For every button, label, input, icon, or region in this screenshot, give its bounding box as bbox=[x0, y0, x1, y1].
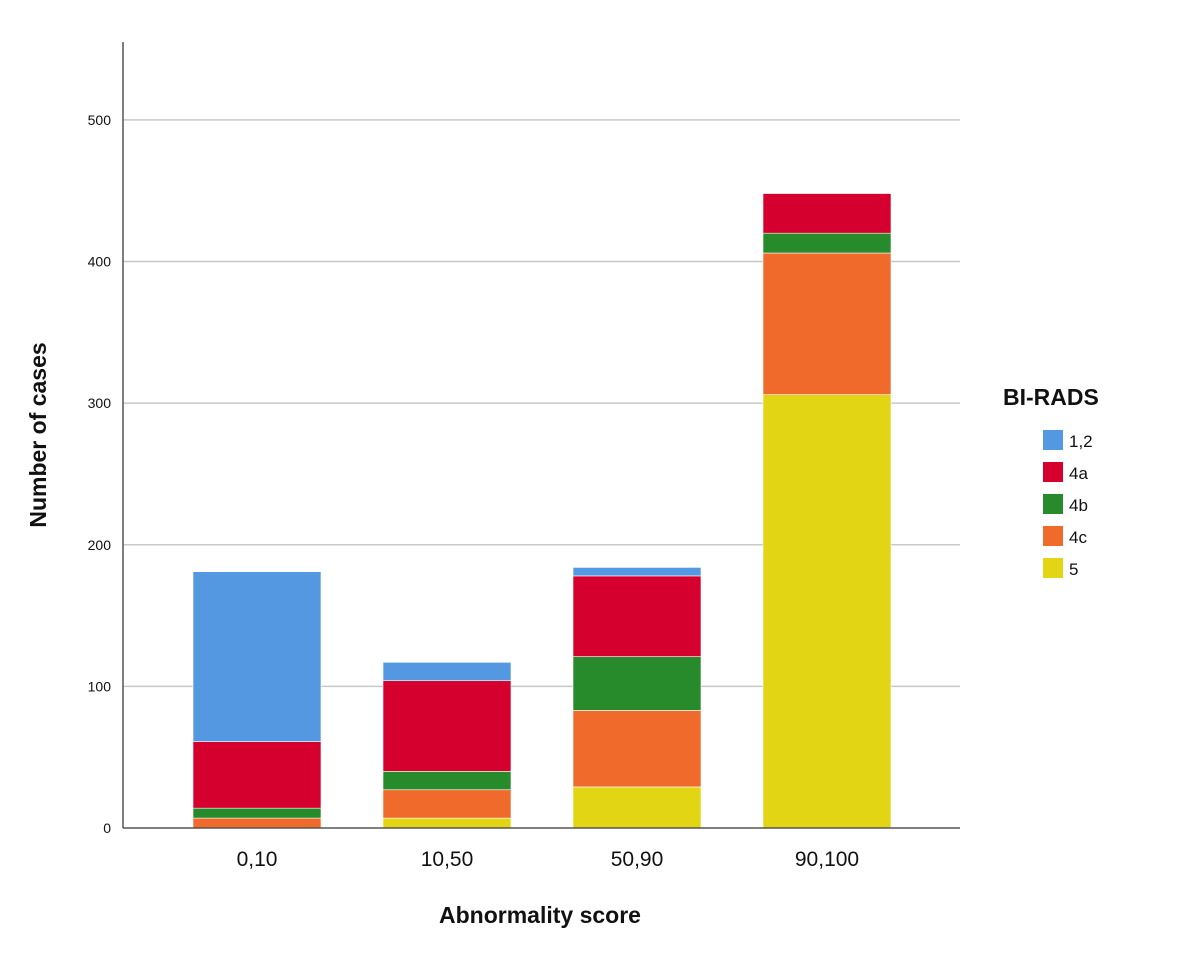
tick-labels: 0 100 200 300 400 500 0,10 10,50 50,90 90,100 bbox=[88, 112, 859, 871]
x-axis-title: Abnormality score bbox=[439, 902, 641, 928]
legend-items: 1,2 4a 4b 4c 5 bbox=[1043, 430, 1093, 579]
legend-item: 4a bbox=[1043, 462, 1088, 483]
legend-title: BI-RADS bbox=[1003, 384, 1099, 410]
legend-swatch bbox=[1043, 462, 1063, 482]
bar-segment bbox=[572, 710, 702, 788]
bar-segment bbox=[382, 817, 512, 829]
bar-segment bbox=[762, 193, 892, 234]
y-tick-label: 400 bbox=[88, 254, 112, 270]
bar-segment bbox=[762, 232, 892, 254]
legend-swatch bbox=[1043, 558, 1063, 578]
x-tick-label: 90,100 bbox=[795, 848, 859, 871]
bar-segment bbox=[382, 771, 512, 791]
bar-segment bbox=[572, 786, 702, 829]
legend-label: 5 bbox=[1069, 560, 1078, 579]
bar-segment bbox=[192, 817, 322, 829]
x-tick-label: 10,50 bbox=[421, 848, 474, 871]
legend-item: 4b bbox=[1043, 494, 1088, 515]
bar-segment bbox=[572, 656, 702, 711]
y-tick-label: 0 bbox=[103, 820, 111, 836]
bar-segment bbox=[382, 789, 512, 819]
bar-segment bbox=[192, 571, 322, 742]
legend-swatch bbox=[1043, 494, 1063, 514]
bar-segment bbox=[382, 680, 512, 772]
bar-segment bbox=[762, 394, 892, 829]
legend-item: 1,2 bbox=[1043, 430, 1093, 451]
bar-segment bbox=[192, 807, 322, 819]
bar-segment bbox=[572, 575, 702, 657]
bars bbox=[192, 193, 892, 829]
y-tick-label: 500 bbox=[88, 112, 112, 128]
bar-segment bbox=[572, 567, 702, 577]
y-tick-label: 100 bbox=[88, 678, 112, 694]
bar-segment bbox=[192, 741, 322, 809]
legend-item: 4c bbox=[1043, 526, 1087, 547]
legend-item: 5 bbox=[1043, 558, 1078, 579]
bar-segment bbox=[382, 662, 512, 682]
y-tick-label: 300 bbox=[88, 395, 112, 411]
legend-label: 4b bbox=[1069, 496, 1088, 515]
x-tick-label: 50,90 bbox=[611, 848, 664, 871]
legend-swatch bbox=[1043, 526, 1063, 546]
axes bbox=[122, 42, 960, 829]
legend-label: 4a bbox=[1069, 464, 1088, 483]
x-tick-label: 0,10 bbox=[237, 848, 278, 871]
legend-label: 4c bbox=[1069, 528, 1087, 547]
y-tick-label: 200 bbox=[88, 537, 112, 553]
legend-swatch bbox=[1043, 430, 1063, 450]
y-axis-title: Number of cases bbox=[25, 342, 51, 527]
legend: BI-RADS 1,2 4a 4b 4c 5 bbox=[1003, 384, 1099, 579]
bar-segment bbox=[762, 252, 892, 395]
legend-label: 1,2 bbox=[1069, 432, 1093, 451]
